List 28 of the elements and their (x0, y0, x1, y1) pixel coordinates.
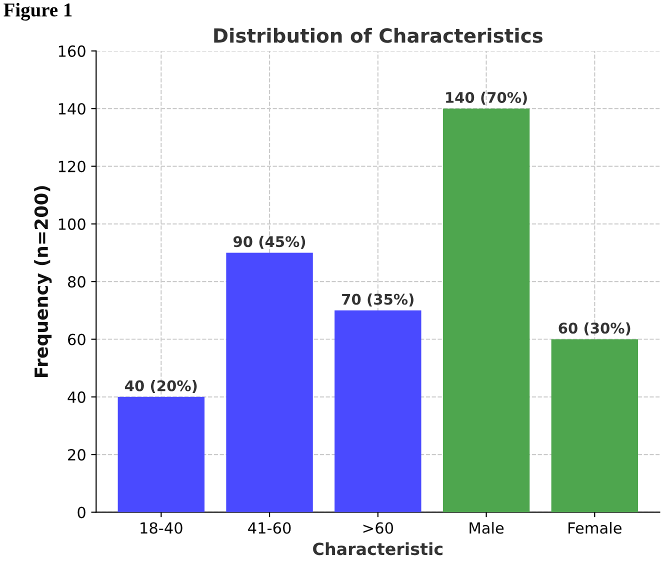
y-tick-label: 40 (68, 391, 86, 403)
y-tick-label: 0 (78, 506, 86, 518)
y-tick-label: 60 (68, 334, 86, 346)
x-tick-label: Female (568, 522, 622, 534)
y-tick-label: 100 (58, 218, 86, 230)
x-tick-label: >60 (363, 522, 394, 534)
x-tick-label: Male (470, 522, 504, 534)
data-label: 40 (20%) (125, 380, 197, 394)
bar (226, 252, 313, 512)
bar (442, 108, 530, 512)
x-tick-label: 18-40 (140, 522, 182, 534)
chart-title: Distribution of Characteristics (214, 28, 543, 43)
bar (334, 310, 422, 512)
y-tick-label: 160 (58, 45, 86, 57)
bar (118, 396, 205, 512)
data-label: 60 (30%) (558, 322, 630, 336)
x-tick-label: 41-60 (248, 522, 291, 534)
data-label: 140 (70%) (446, 92, 527, 105)
x-axis-title: Characteristic (313, 542, 442, 556)
y-tick-label: 20 (68, 449, 86, 461)
data-label: 90 (45%) (233, 236, 306, 249)
y-axis-title: Frequency (n=200) (34, 186, 52, 377)
y-tick-label: 140 (58, 103, 86, 115)
data-label: 70 (35%) (342, 294, 414, 307)
bar (551, 339, 638, 512)
caption: Figure 1 (4, 2, 72, 21)
y-tick-label: 120 (58, 160, 86, 172)
y-tick-label: 80 (68, 276, 86, 288)
